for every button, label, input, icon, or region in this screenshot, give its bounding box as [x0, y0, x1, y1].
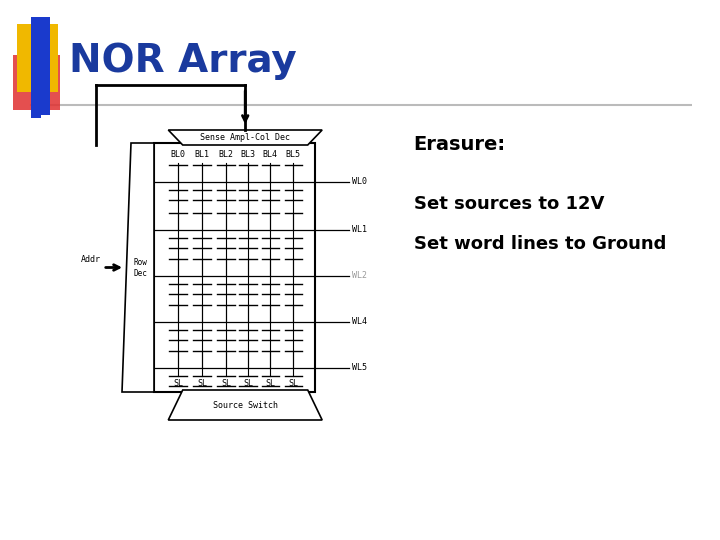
- Text: SL: SL: [173, 379, 183, 388]
- Text: Dec: Dec: [134, 269, 148, 278]
- Polygon shape: [168, 390, 322, 420]
- Text: SL: SL: [243, 379, 253, 388]
- Text: WL5: WL5: [352, 363, 367, 373]
- Text: WL1: WL1: [352, 226, 367, 234]
- Text: Set sources to 12V: Set sources to 12V: [413, 195, 604, 213]
- Text: BL4: BL4: [263, 150, 278, 159]
- Text: WL0: WL0: [352, 178, 367, 186]
- Bar: [31, 107, 41, 118]
- Bar: [31, 17, 50, 115]
- Text: NOR Array: NOR Array: [69, 42, 297, 80]
- Text: Set word lines to Ground: Set word lines to Ground: [413, 235, 666, 253]
- Text: SL: SL: [288, 379, 298, 388]
- Text: Source Switch: Source Switch: [212, 401, 278, 409]
- Text: WL4: WL4: [352, 318, 367, 327]
- Text: BL1: BL1: [194, 150, 210, 159]
- Text: BL3: BL3: [240, 150, 256, 159]
- Text: SL: SL: [197, 379, 207, 388]
- Bar: [17, 24, 58, 92]
- Bar: [14, 55, 60, 110]
- Polygon shape: [122, 143, 154, 392]
- Text: WL2: WL2: [352, 272, 367, 280]
- Text: Row: Row: [134, 258, 148, 267]
- Text: Addr: Addr: [81, 255, 101, 264]
- Polygon shape: [168, 130, 322, 145]
- Text: Erasure:: Erasure:: [413, 135, 505, 154]
- Text: SL: SL: [265, 379, 275, 388]
- Bar: [154, 143, 315, 392]
- Text: SL: SL: [221, 379, 231, 388]
- Text: BL5: BL5: [286, 150, 301, 159]
- Text: Sense Ampl-Col Dec: Sense Ampl-Col Dec: [200, 133, 290, 142]
- Text: BL0: BL0: [171, 150, 186, 159]
- Text: BL2: BL2: [218, 150, 233, 159]
